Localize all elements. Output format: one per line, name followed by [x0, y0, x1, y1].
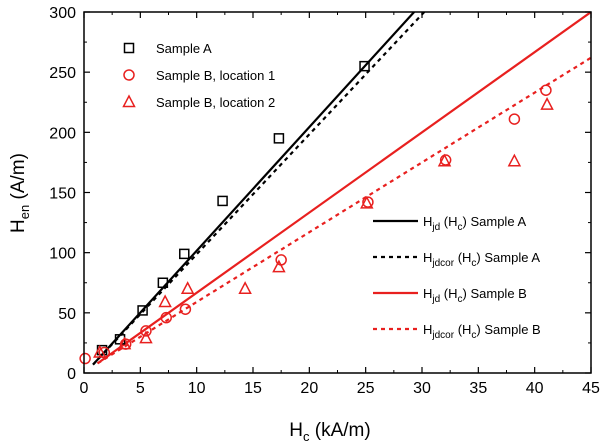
legend-line-label-part: jdcor	[431, 258, 454, 269]
data-point-triangle	[180, 281, 195, 295]
fit-line-1	[92, 12, 415, 366]
axis-layer: 0 5 10 15 20 25 30 35 40 45 0 50 100 150 200 250 300	[49, 5, 600, 397]
y-axis-title: Hen (A/m)	[8, 153, 32, 233]
fit-line-2	[92, 12, 426, 366]
y-tick-label: 50	[58, 306, 76, 323]
legend-line-label-part: c	[458, 222, 463, 233]
y-tick-label: 100	[49, 246, 76, 263]
y-tick-label: 200	[49, 125, 76, 142]
legend-line-label-part: H	[423, 214, 432, 229]
data-point-triangle	[272, 259, 286, 273]
legend-line-label-part: ) Sample B	[476, 322, 540, 337]
fit-line-4	[96, 56, 591, 365]
legend-marker-square	[123, 42, 135, 54]
x-axis-title: Hc (kA/m)	[289, 420, 370, 444]
legend-line-label-part: c	[471, 258, 476, 269]
legend-line-label-part: H	[423, 286, 432, 301]
legend-line-label-part: ) Sample A	[476, 250, 540, 265]
legend-top-left: Sample A Sample B, location 1 Sample B, lo…	[122, 41, 275, 110]
x-axis-title-sub: c	[303, 429, 310, 444]
y-tick-label: 0	[67, 366, 76, 383]
x-tick-label: 35	[469, 380, 487, 397]
data-point-square	[157, 277, 169, 288]
data-point-circle	[540, 84, 552, 96]
legend-line-label-part: ) Sample A	[463, 214, 527, 229]
fit-line-3	[96, 12, 591, 365]
data-point-square	[359, 60, 370, 72]
x-tick-label: 5	[136, 380, 145, 397]
data-point-square	[217, 195, 228, 207]
data-point-circle	[179, 303, 192, 315]
legend-label: Sample B, location 1	[156, 68, 275, 83]
data-point-triangle	[158, 294, 172, 308]
legend-line-label-part: (H	[440, 214, 457, 229]
y-tick-label: 300	[49, 5, 76, 22]
legend-line-label-part: c	[471, 330, 476, 341]
legend-label: Sample A	[156, 41, 212, 56]
legend-line-label-part: jd	[431, 294, 440, 305]
legend-line-label: Hjd (Hc) Sample A	[423, 214, 526, 233]
legend-line-label: Hjdcor (Hc) Sample A	[423, 250, 540, 269]
legend-line-label-part: ) Sample B	[463, 286, 527, 301]
legend-marker-circle	[123, 69, 135, 81]
marker-layer	[79, 60, 554, 365]
legend-line-label-part: H	[423, 322, 432, 337]
legend-label: Sample B, location 2	[156, 95, 275, 110]
legend-line-label-part: (H	[454, 322, 471, 337]
x-tick-label: 45	[582, 380, 600, 397]
y-axis-title-unit: (A/m)	[8, 153, 29, 205]
legend-line-label-part: H	[423, 250, 432, 265]
legend-marker-triangle	[122, 94, 136, 108]
data-point-triangle	[540, 97, 554, 110]
legend-line-label: Hjd (Hc) Sample B	[423, 286, 527, 305]
data-point-circle	[140, 325, 152, 337]
data-point-triangle	[360, 195, 374, 209]
data-point-triangle	[238, 281, 252, 295]
x-tick-label: 15	[244, 380, 262, 397]
data-point-square	[137, 305, 148, 316]
y-tick-label: 250	[49, 65, 76, 82]
x-tick-label: 40	[526, 380, 544, 397]
x-tick-label: 10	[188, 380, 206, 397]
data-point-triangle	[437, 153, 452, 167]
y-axis-title-sub: en	[17, 205, 32, 219]
x-axis-title-unit: (kA/m)	[310, 420, 371, 441]
x-axis-title-main: H	[289, 420, 303, 441]
data-point-triangle	[507, 153, 522, 167]
legend-line-label-part: (H	[454, 250, 471, 265]
data-point-circle	[160, 311, 172, 324]
legend-line-label-part: jd	[431, 222, 440, 233]
x-tick-label: 20	[300, 380, 318, 397]
data-point-circle	[79, 352, 91, 365]
data-point-square	[179, 248, 190, 260]
data-point-square	[273, 133, 285, 144]
legend-line-label-part: jdcor	[431, 330, 454, 341]
x-tick-label: 0	[80, 380, 89, 397]
x-tick-label: 25	[357, 380, 375, 397]
y-axis-title-main: H	[8, 219, 29, 233]
legend-line-label-part: c	[458, 294, 463, 305]
data-point-triangle	[117, 336, 132, 350]
x-tick-label: 30	[413, 380, 431, 397]
series-layer	[92, 12, 591, 366]
data-point-triangle	[93, 344, 107, 358]
data-point-triangle	[139, 330, 153, 344]
data-point-circle	[508, 113, 521, 125]
legend-line-label: Hjdcor (Hc) Sample B	[423, 322, 541, 341]
y-tick-label: 150	[49, 186, 76, 203]
legend-line-label-part: (H	[440, 286, 457, 301]
